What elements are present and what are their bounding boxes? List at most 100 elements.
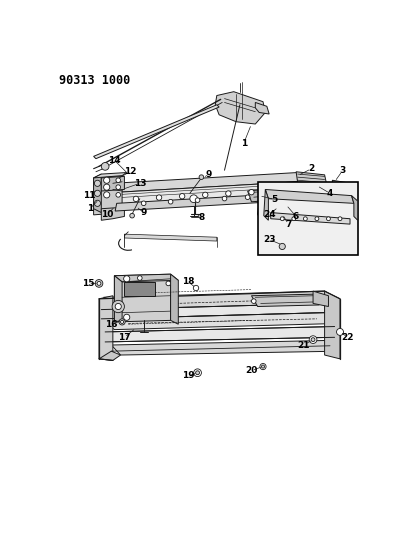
Circle shape (326, 217, 330, 221)
Circle shape (115, 303, 121, 310)
Circle shape (259, 364, 265, 370)
Circle shape (124, 276, 130, 282)
Circle shape (291, 217, 295, 221)
Text: 3: 3 (338, 166, 344, 175)
Text: 18: 18 (182, 277, 194, 286)
Text: 21: 21 (297, 341, 309, 350)
Circle shape (101, 163, 109, 170)
Circle shape (222, 196, 226, 201)
Polygon shape (351, 196, 357, 220)
Text: 17: 17 (118, 333, 130, 342)
Circle shape (103, 184, 109, 190)
Circle shape (193, 369, 201, 377)
Circle shape (189, 195, 197, 203)
Circle shape (245, 195, 249, 199)
Polygon shape (99, 351, 120, 360)
Text: 11: 11 (83, 191, 96, 200)
Polygon shape (114, 274, 178, 282)
Circle shape (141, 201, 146, 206)
Polygon shape (293, 182, 335, 191)
Bar (124, 282, 155, 296)
Text: 9: 9 (140, 208, 146, 217)
Polygon shape (251, 294, 318, 306)
Polygon shape (93, 175, 122, 215)
Text: 23: 23 (262, 235, 275, 244)
Polygon shape (111, 341, 339, 355)
Circle shape (303, 217, 306, 221)
Text: 19: 19 (182, 372, 194, 381)
Polygon shape (114, 274, 170, 322)
Circle shape (120, 320, 124, 324)
Circle shape (94, 200, 100, 206)
Polygon shape (275, 200, 293, 222)
Circle shape (225, 191, 231, 196)
Circle shape (248, 189, 253, 195)
Polygon shape (101, 303, 324, 319)
Text: 16: 16 (105, 320, 117, 329)
Circle shape (336, 328, 342, 335)
Circle shape (279, 217, 284, 221)
Text: 6: 6 (292, 212, 298, 221)
Circle shape (198, 175, 203, 180)
Text: 14: 14 (108, 156, 120, 165)
Polygon shape (263, 189, 268, 220)
Text: 12: 12 (123, 167, 136, 176)
Text: 2: 2 (308, 164, 314, 173)
Polygon shape (247, 187, 293, 202)
Polygon shape (101, 313, 337, 329)
Polygon shape (113, 182, 297, 208)
Circle shape (193, 285, 198, 290)
Text: 5: 5 (271, 195, 277, 204)
Polygon shape (296, 172, 326, 185)
Circle shape (137, 276, 142, 280)
Polygon shape (312, 291, 328, 306)
Polygon shape (105, 327, 334, 342)
Text: 22: 22 (340, 333, 353, 342)
Text: 90313 1000: 90313 1000 (59, 74, 130, 87)
Text: 4: 4 (326, 189, 332, 198)
Circle shape (94, 180, 100, 187)
Circle shape (95, 280, 103, 287)
Circle shape (195, 371, 199, 375)
Polygon shape (265, 189, 353, 203)
Text: 1: 1 (240, 139, 246, 148)
Circle shape (202, 192, 207, 198)
Polygon shape (115, 194, 274, 211)
Circle shape (168, 199, 172, 204)
Text: 9: 9 (205, 169, 212, 179)
Polygon shape (103, 291, 339, 310)
Text: 20: 20 (245, 366, 257, 375)
Circle shape (103, 192, 109, 198)
Circle shape (119, 319, 125, 325)
Circle shape (179, 193, 184, 199)
Circle shape (133, 196, 138, 201)
Circle shape (261, 365, 264, 368)
Polygon shape (215, 92, 265, 124)
Polygon shape (99, 296, 113, 360)
Text: 24: 24 (262, 209, 275, 219)
Polygon shape (93, 174, 101, 213)
Text: 15: 15 (82, 279, 94, 288)
Polygon shape (170, 274, 178, 324)
Polygon shape (255, 102, 269, 114)
Polygon shape (93, 105, 219, 159)
Text: 10: 10 (101, 209, 113, 219)
Circle shape (97, 281, 101, 285)
Polygon shape (101, 176, 124, 191)
Circle shape (251, 299, 255, 303)
Circle shape (195, 198, 199, 203)
Circle shape (94, 190, 100, 196)
Circle shape (115, 192, 120, 197)
Polygon shape (113, 173, 297, 192)
Polygon shape (324, 291, 339, 359)
Circle shape (103, 177, 109, 183)
Polygon shape (101, 207, 124, 220)
Polygon shape (124, 234, 216, 241)
Text: 8: 8 (198, 213, 204, 222)
Bar (257, 182, 357, 255)
Circle shape (278, 244, 285, 249)
Circle shape (156, 195, 161, 200)
Polygon shape (270, 213, 349, 224)
Text: 7: 7 (285, 220, 291, 229)
Circle shape (310, 338, 314, 342)
